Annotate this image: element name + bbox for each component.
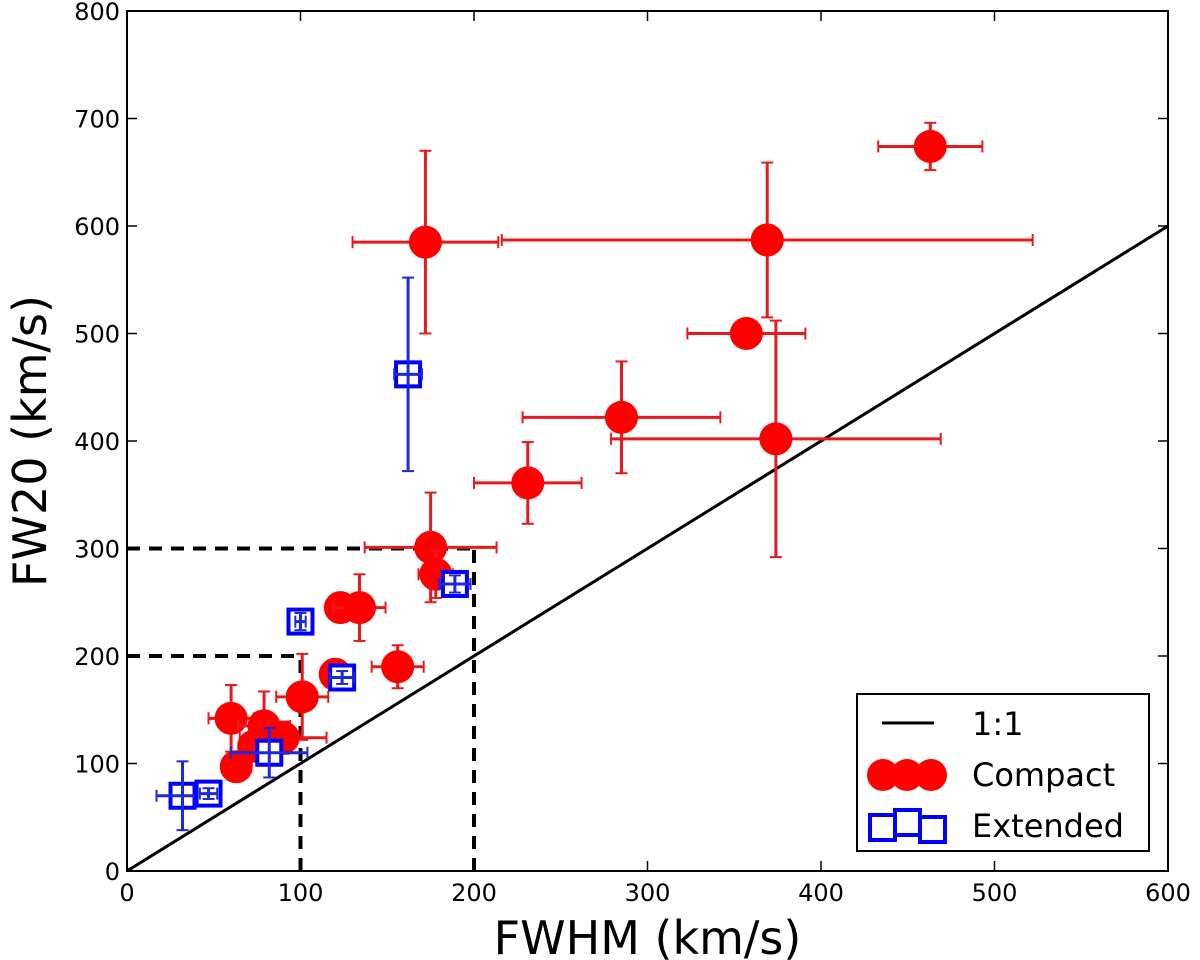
legend-compact-marker (915, 759, 947, 791)
legend-label-extended: Extended (972, 807, 1124, 845)
y-tick-label: 700 (74, 106, 120, 134)
compact-point (750, 223, 784, 257)
compact-point (414, 530, 448, 564)
x-tick-label: 300 (625, 879, 671, 907)
legend-extended-marker (868, 813, 897, 842)
compact-point (408, 225, 442, 259)
compact-point (759, 422, 793, 456)
x-tick-label: 500 (972, 879, 1018, 907)
y-tick-label: 800 (74, 0, 120, 26)
y-tick-label: 400 (74, 428, 120, 456)
compact-point (913, 129, 947, 163)
legend-compact-markers (867, 759, 947, 791)
legend-extended-markers (868, 808, 947, 844)
x-tick-label: 100 (278, 879, 324, 907)
compact-point (219, 750, 253, 784)
x-axis-title: FWHM (km/s) (494, 911, 802, 960)
compact-point (381, 650, 415, 684)
x-tick-label: 200 (451, 879, 497, 907)
y-tick-label: 500 (74, 321, 120, 349)
x-tick-label: 0 (119, 879, 134, 907)
y-tick-label: 600 (74, 213, 120, 241)
axes: 0 100 200 300 400 500 600 0 100 200 300 400 500 600 70… (74, 0, 1191, 907)
legend-extended-marker (893, 808, 922, 837)
compact-point (214, 701, 248, 735)
legend-extended-marker (918, 815, 947, 844)
y-axis-title: FW20 (km/s) (3, 295, 57, 587)
legend: 1:1 Compact Extended (856, 693, 1150, 852)
compact-point (604, 400, 638, 434)
compact-point (729, 317, 763, 350)
legend-compact-marker (891, 759, 923, 791)
y-tick-label: 200 (74, 643, 120, 671)
compact-point (511, 466, 545, 500)
compact-point (342, 591, 376, 625)
one-to-one-line (126, 224, 1169, 873)
compact-point (285, 680, 319, 714)
y-tick-label: 100 (74, 751, 120, 779)
legend-label-compact: Compact (972, 756, 1115, 794)
legend-label-line: 1:1 (972, 705, 1024, 743)
x-tick-label: 400 (798, 879, 844, 907)
y-tick-label: 0 (105, 858, 120, 886)
y-tick-label: 300 (74, 536, 120, 564)
legend-compact-marker (867, 759, 899, 791)
x-tick-label: 600 (1145, 879, 1191, 907)
plot-area (126, 121, 1169, 873)
